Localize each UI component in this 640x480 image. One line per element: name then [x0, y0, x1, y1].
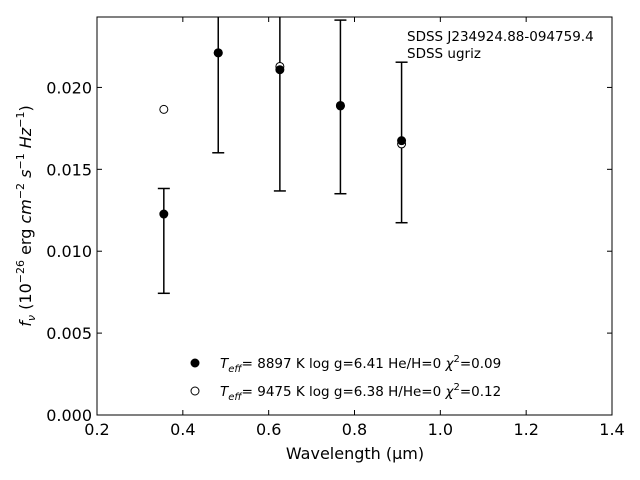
legend-chi-value: =0.12 [460, 384, 501, 400]
legend-marker-filled [190, 358, 200, 368]
x-tick-label: 1.0 [428, 420, 453, 439]
y-tick-label: 0.010 [46, 242, 92, 261]
legend-teff: T [220, 384, 230, 400]
legend-chi-sup: 2 [453, 354, 459, 365]
plot-frame [96, 16, 613, 416]
filled-point [159, 209, 169, 219]
x-tick-label: 1.2 [513, 420, 538, 439]
legend-chi: χ [444, 384, 454, 400]
y-tick-label: 0.000 [46, 406, 92, 425]
legend-label: Teff= 8897 K log g=6.41 He/H=0 χ2=0.09 [220, 354, 501, 375]
y-tick-label: 0.015 [46, 160, 92, 179]
y-tick-label: 0.005 [46, 324, 92, 343]
annotation-line-1: SDSS J234924.88-094759.4 [407, 29, 594, 45]
legend-params: = 8897 K log g=6.41 He/H=0 [242, 356, 446, 372]
legend-params: = 9475 K log g=6.38 H/He=0 [242, 384, 446, 400]
filled-point [397, 136, 407, 146]
legend-marker-open [190, 386, 200, 396]
legend-chi-sup: 2 [453, 382, 459, 393]
x-tick-label: 0.2 [84, 420, 109, 439]
x-tick-label: 1.4 [599, 420, 624, 439]
x-tick-label: 0.8 [342, 420, 367, 439]
x-tick-label: 0.6 [256, 420, 281, 439]
filled-point [213, 48, 223, 58]
filled-point [335, 101, 345, 111]
filled-point [275, 65, 285, 75]
y-tick-label: 0.020 [46, 78, 92, 97]
x-axis-label-text: Wavelength (μm) [286, 444, 424, 463]
open-point [159, 104, 169, 114]
y-axis-label: fν (10−26 erg cm−2 s−1 Hz−1) [14, 105, 38, 326]
x-axis-label: Wavelength (μm) [286, 444, 424, 463]
x-tick-label: 0.4 [170, 420, 195, 439]
legend-label: Teff= 9475 K log g=6.38 H/He=0 χ2=0.12 [220, 382, 501, 403]
legend-teff-sub: eff [228, 392, 243, 403]
annotation-line-2: SDSS ugriz [407, 46, 481, 62]
legend-chi-value: =0.09 [460, 356, 501, 372]
legend-teff-sub: eff [228, 364, 243, 375]
legend: Teff= 8897 K log g=6.41 He/H=0 χ2=0.09Te… [190, 354, 501, 403]
data-markers [159, 48, 407, 219]
legend-chi: χ [444, 356, 454, 372]
legend-teff: T [220, 356, 230, 372]
